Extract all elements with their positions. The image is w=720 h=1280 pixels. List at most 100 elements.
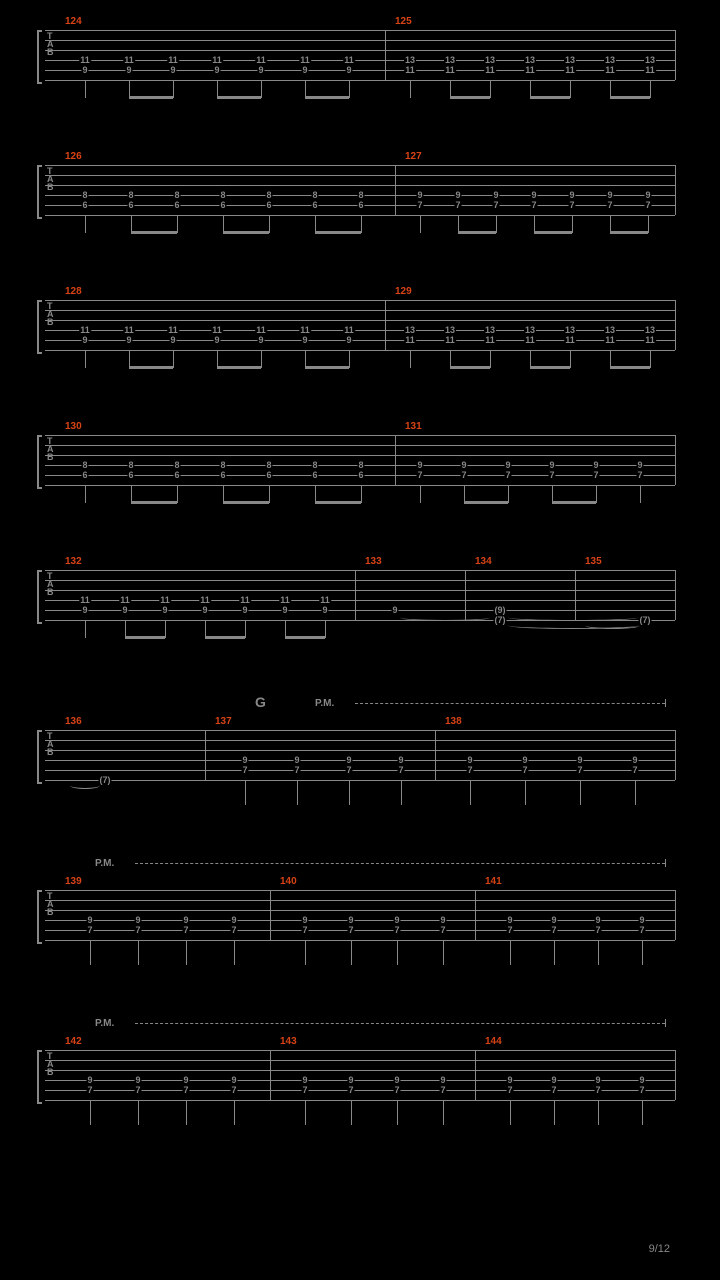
system-bracket: [37, 165, 42, 219]
fret-number: 9: [606, 191, 613, 200]
fret-number: 9: [460, 461, 467, 470]
note-stem: [570, 80, 571, 98]
staff-system: TAB13086868686868686131979797979797: [45, 435, 675, 485]
fret-number: 11: [211, 56, 223, 65]
measure-number: 127: [405, 151, 422, 162]
staff-line: [45, 50, 675, 51]
fret-number: 6: [311, 201, 318, 210]
barline: [355, 570, 356, 620]
fret-number: 6: [219, 201, 226, 210]
fret-number: 11: [604, 66, 616, 75]
fret-number: 9: [439, 1076, 446, 1085]
fret-number: 7: [638, 1086, 645, 1095]
barline: [270, 890, 271, 940]
fret-number: 11: [524, 336, 536, 345]
staff-system: TABP.M.142979797971439797979714497979797: [45, 1050, 675, 1100]
fret-number: 7: [492, 201, 499, 210]
fret-number: 9: [416, 191, 423, 200]
note-stem: [325, 620, 326, 638]
note-stem: [470, 780, 471, 805]
staff-system: TAB1241191191191191191191191251311131113…: [45, 30, 675, 80]
fret-number: 9: [134, 1076, 141, 1085]
beam: [205, 636, 245, 639]
fret-number: 8: [127, 461, 134, 470]
fret-number: 11: [255, 56, 267, 65]
fret-number: 9: [530, 191, 537, 200]
staff-line: [45, 350, 675, 351]
beam: [530, 366, 570, 369]
staff-line: [45, 185, 675, 186]
tab-staff: TAB1241191191191191191191191251311131113…: [45, 30, 675, 80]
fret-number: 7: [347, 926, 354, 935]
note-stem: [349, 80, 350, 98]
fret-number: 6: [265, 471, 272, 480]
fret-number: 8: [311, 191, 318, 200]
staff-line: [45, 175, 675, 176]
tab-clef: TAB: [47, 437, 54, 461]
fret-number: 11: [255, 326, 267, 335]
fret-number: 6: [357, 201, 364, 210]
fret-number: 11: [564, 336, 576, 345]
staff-system: TABP.M.139979797971409797979714197979797: [45, 890, 675, 940]
fret-number: 11: [211, 326, 223, 335]
system-bracket: [37, 890, 42, 944]
barline: [675, 570, 676, 620]
measure-number: 144: [485, 1036, 502, 1047]
measure-number: 124: [65, 16, 82, 27]
fret-number: 11: [167, 56, 179, 65]
staff-line: [45, 60, 675, 61]
fret-number: 7: [134, 926, 141, 935]
tie-arc: [70, 782, 100, 789]
note-stem: [397, 940, 398, 965]
beam: [534, 231, 572, 234]
beam: [131, 231, 177, 234]
note-stem: [648, 215, 649, 233]
palm-mute-label: P.M.: [95, 858, 114, 869]
fret-number: 11: [404, 336, 416, 345]
fret-number: 9: [594, 1076, 601, 1085]
tab-clef: TAB: [47, 1052, 54, 1076]
note-stem: [245, 780, 246, 805]
note-stem: [510, 940, 511, 965]
staff-line: [45, 300, 675, 301]
fret-number: 9: [257, 336, 264, 345]
note-stem: [640, 485, 641, 503]
note-stem: [85, 620, 86, 638]
fret-number: 9: [439, 916, 446, 925]
fret-number: 9: [301, 916, 308, 925]
staff-line: [45, 485, 675, 486]
tab-clef: TAB: [47, 32, 54, 56]
fret-number: 7: [506, 1086, 513, 1095]
barline: [205, 730, 206, 780]
note-stem: [349, 350, 350, 368]
fret-number: 11: [239, 596, 251, 605]
note-stem: [305, 1100, 306, 1125]
fret-number: 9: [121, 606, 128, 615]
beam: [217, 366, 261, 369]
measure-number: 132: [65, 556, 82, 567]
tab-staff: TABP.M.142979797971439797979714497979797: [45, 1050, 675, 1100]
fret-number: 9: [201, 606, 208, 615]
fret-number: 8: [81, 191, 88, 200]
fret-number: 9: [301, 1076, 308, 1085]
fret-number: 9: [594, 916, 601, 925]
fret-number: 11: [123, 56, 135, 65]
beam: [450, 366, 490, 369]
fret-number: 8: [311, 461, 318, 470]
fret-number: 9: [81, 66, 88, 75]
fret-number: 9: [301, 66, 308, 75]
fret-number: 9: [213, 336, 220, 345]
beam: [552, 501, 596, 504]
fret-number: 7: [439, 926, 446, 935]
fret-number: 9: [86, 1076, 93, 1085]
barline: [575, 570, 576, 620]
note-stem: [85, 80, 86, 98]
barline: [675, 30, 676, 80]
fret-number: 7: [86, 1086, 93, 1095]
barline: [675, 890, 676, 940]
fret-number: 13: [484, 326, 496, 335]
fret-number: 11: [343, 326, 355, 335]
measure-number: 131: [405, 421, 422, 432]
fret-number: 9: [169, 336, 176, 345]
fret-number: 9: [550, 1076, 557, 1085]
